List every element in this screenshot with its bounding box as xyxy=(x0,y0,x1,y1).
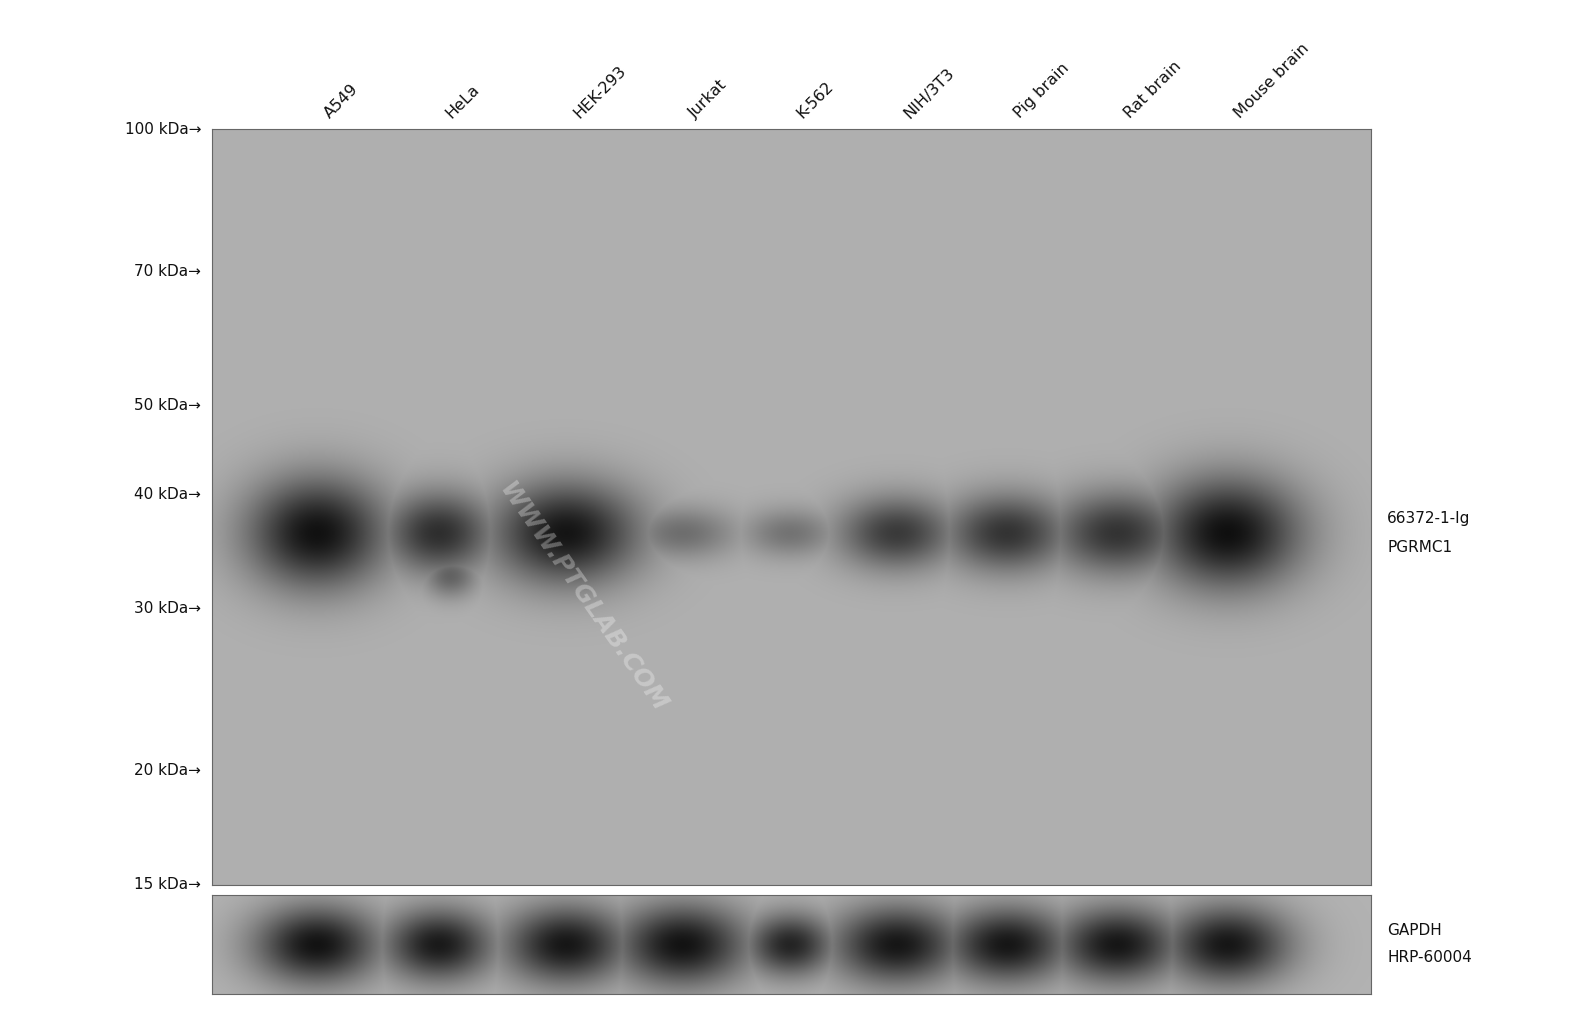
Text: 100 kDa→: 100 kDa→ xyxy=(124,122,201,137)
Text: Rat brain: Rat brain xyxy=(1122,58,1185,121)
Text: 20 kDa→: 20 kDa→ xyxy=(134,763,201,778)
Text: 40 kDa→: 40 kDa→ xyxy=(134,486,201,502)
Text: Pig brain: Pig brain xyxy=(1012,60,1071,121)
Text: 66372-1-Ig: 66372-1-Ig xyxy=(1387,510,1470,526)
Text: 70 kDa→: 70 kDa→ xyxy=(134,264,201,278)
Text: WWW.PTGLAB.COM: WWW.PTGLAB.COM xyxy=(495,478,672,717)
Text: HRP-60004: HRP-60004 xyxy=(1387,950,1472,966)
Text: NIH/3T3: NIH/3T3 xyxy=(900,65,957,121)
Text: K-562: K-562 xyxy=(795,79,837,121)
Text: PGRMC1: PGRMC1 xyxy=(1387,539,1452,555)
Text: HeLa: HeLa xyxy=(443,82,482,121)
Text: Jurkat: Jurkat xyxy=(687,78,731,121)
Text: 50 kDa→: 50 kDa→ xyxy=(134,397,201,413)
Text: 30 kDa→: 30 kDa→ xyxy=(134,601,201,617)
Text: A549: A549 xyxy=(320,81,361,121)
Text: GAPDH: GAPDH xyxy=(1387,923,1442,939)
Text: Mouse brain: Mouse brain xyxy=(1232,40,1312,121)
Text: 15 kDa→: 15 kDa→ xyxy=(134,878,201,892)
Text: HEK-293: HEK-293 xyxy=(570,63,628,121)
